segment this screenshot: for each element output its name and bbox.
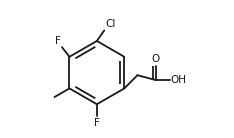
Text: O: O [151, 54, 160, 64]
Text: OH: OH [171, 75, 187, 85]
Text: F: F [94, 118, 100, 128]
Text: Cl: Cl [105, 19, 115, 29]
Text: F: F [55, 36, 61, 46]
